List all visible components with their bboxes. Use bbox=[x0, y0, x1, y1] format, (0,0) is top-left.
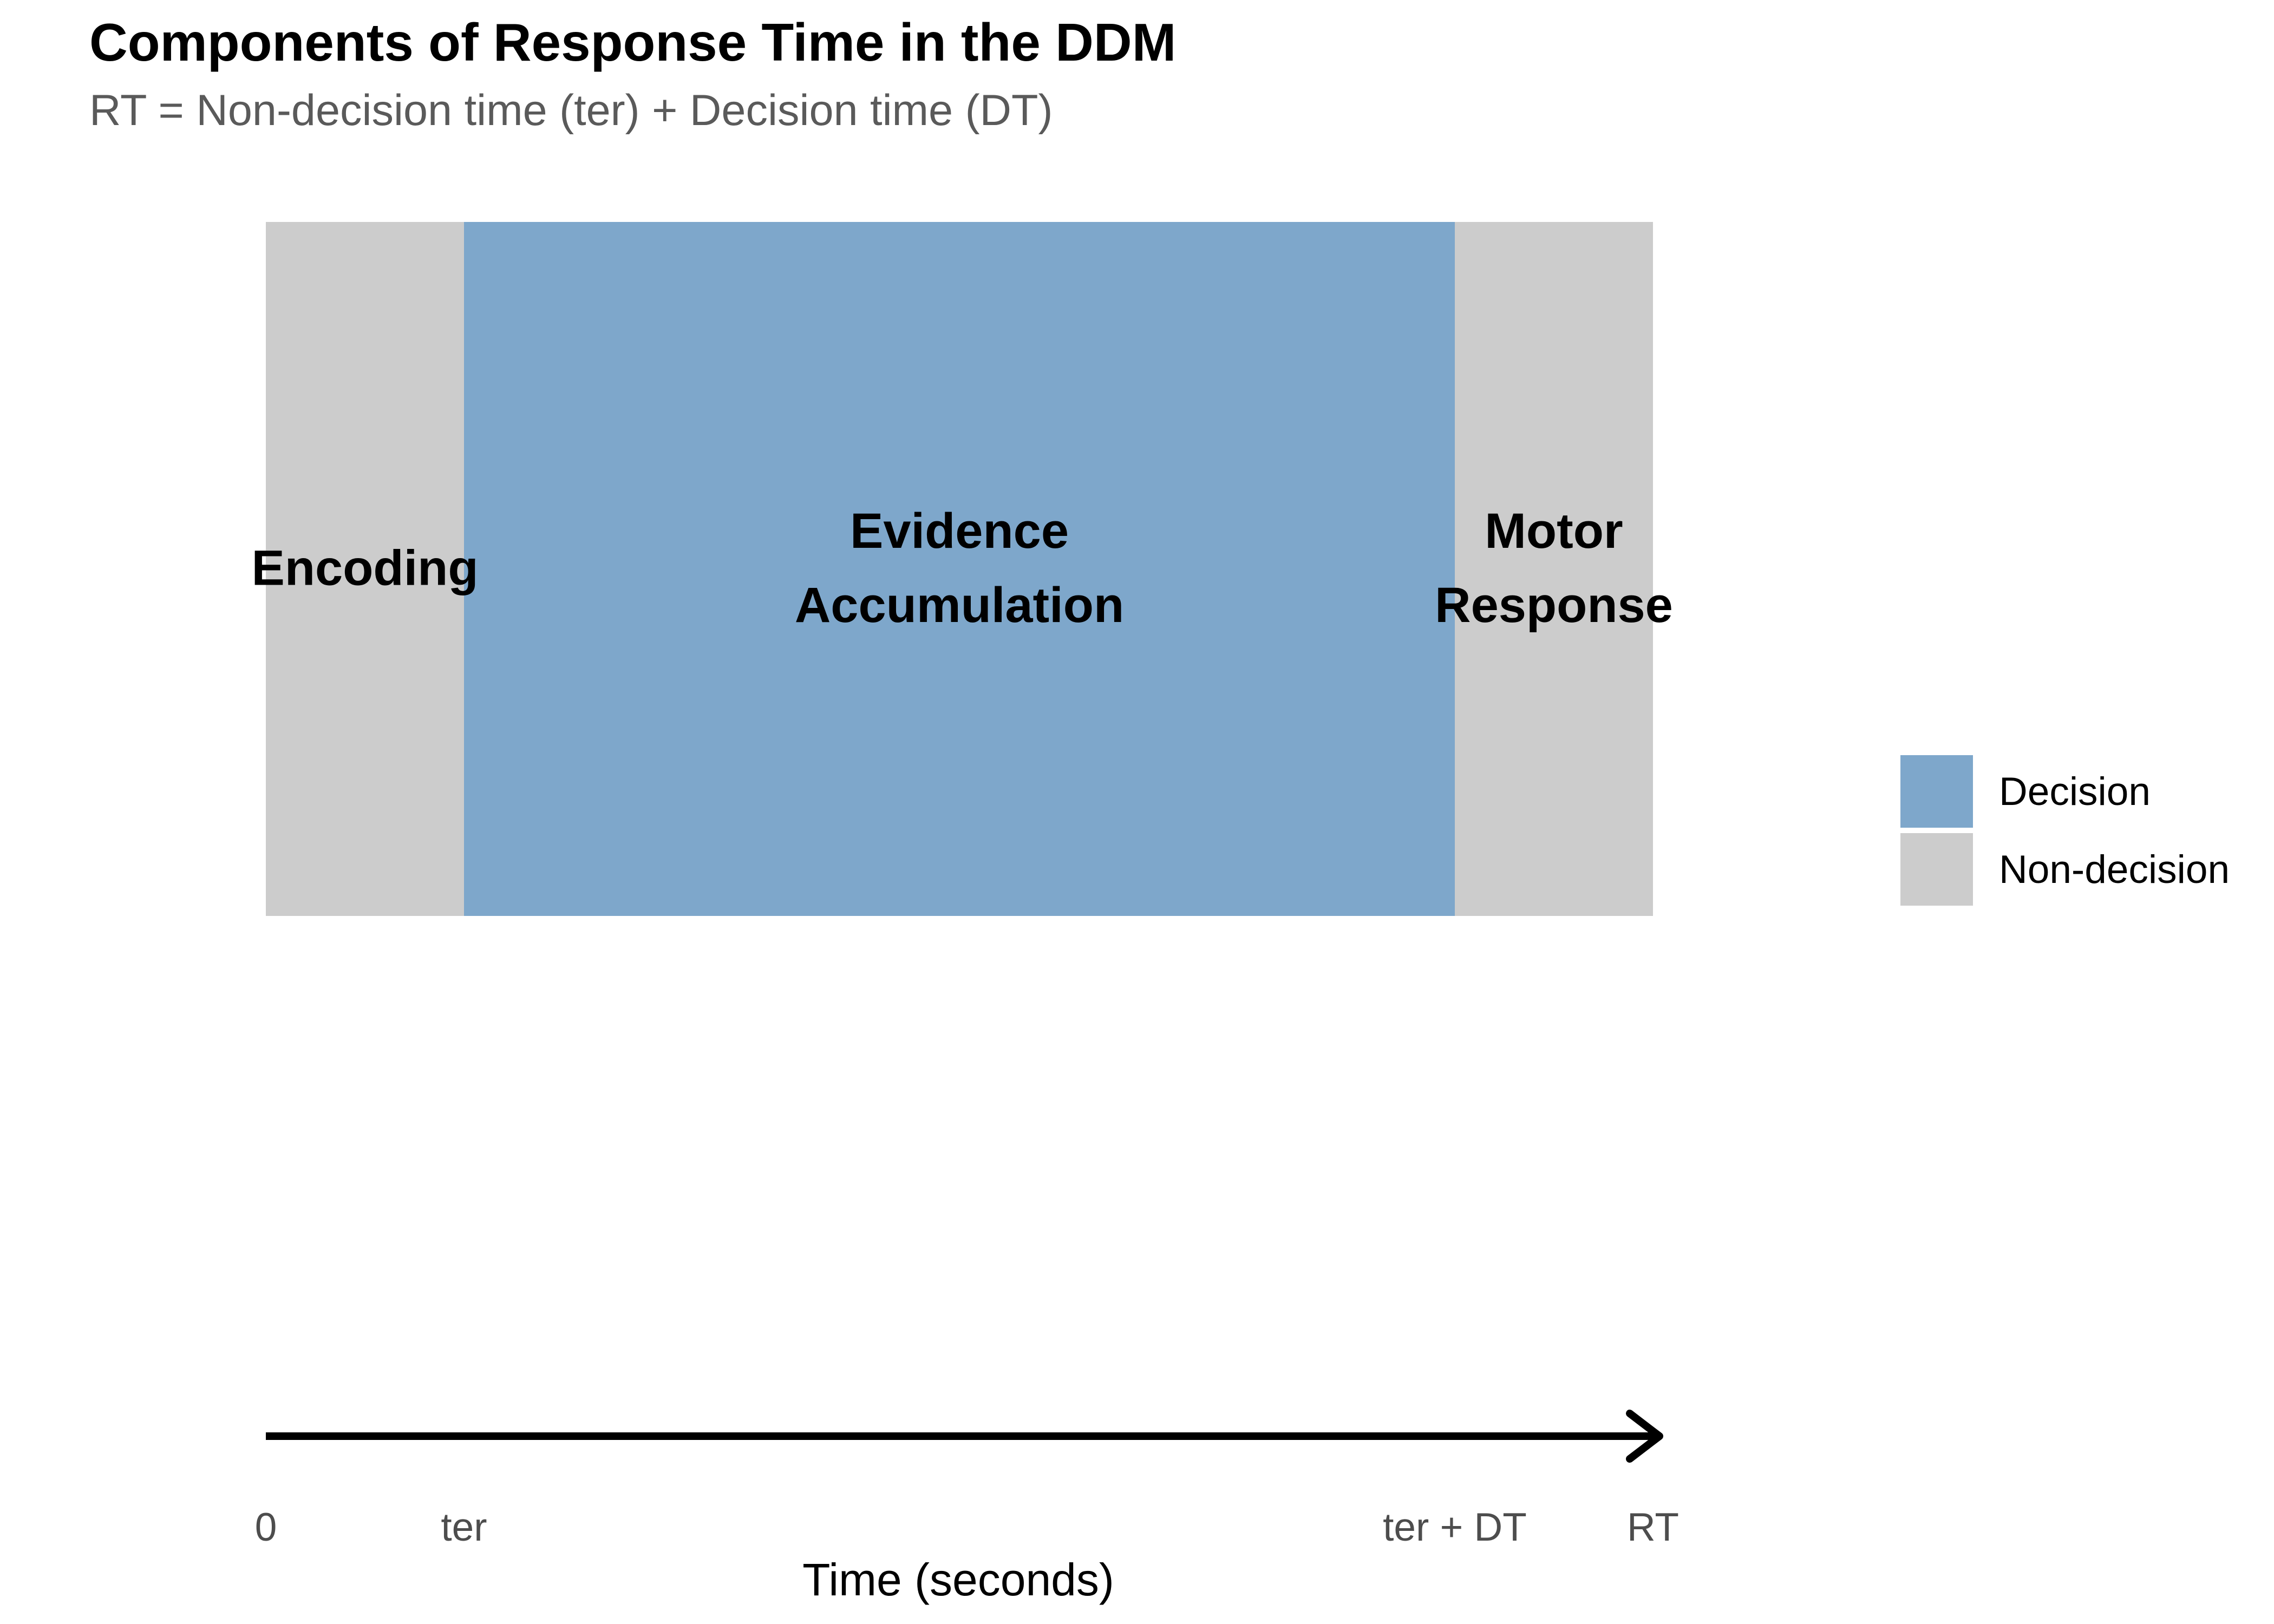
segment-label-line: Motor bbox=[1485, 503, 1623, 559]
legend-item-decision: Decision bbox=[1900, 752, 2230, 830]
legend-key-decision bbox=[1900, 755, 1973, 828]
page-subtitle: RT = Non-decision time (ter) + Decision … bbox=[89, 86, 1053, 135]
legend-item-non-decision: Non-decision bbox=[1900, 830, 2230, 908]
legend-label-decision: Decision bbox=[1999, 769, 2151, 814]
segment-label-line: Evidence bbox=[850, 503, 1069, 559]
legend-key-non-decision bbox=[1900, 833, 1973, 906]
x-axis-title: Time (seconds) bbox=[802, 1554, 1114, 1605]
segment-label-1: Evidence Accumulation bbox=[795, 494, 1124, 643]
page-title: Components of Response Time in the DDM bbox=[89, 12, 1177, 72]
segment-label-line: Encoding bbox=[251, 540, 479, 596]
time-axis-arrow bbox=[266, 1410, 1663, 1463]
segment-bar-2 bbox=[1455, 222, 1653, 916]
legend: Decision Non-decision bbox=[1900, 752, 2230, 908]
tick-label-2: ter + DT bbox=[1383, 1505, 1527, 1549]
tick-label-3: RT bbox=[1627, 1505, 1679, 1549]
segment-bar-0 bbox=[266, 222, 464, 916]
segment-label-0: Encoding bbox=[251, 532, 478, 606]
tick-label-1: ter bbox=[441, 1505, 487, 1549]
segment-label-2: Motor Response bbox=[1435, 494, 1673, 643]
segment-label-line: Accumulation bbox=[794, 578, 1125, 633]
legend-label-non-decision: Non-decision bbox=[1999, 847, 2230, 892]
segment-bar-1 bbox=[464, 222, 1455, 916]
segments-layer bbox=[266, 222, 1653, 916]
tick-label-0: 0 bbox=[254, 1505, 277, 1549]
axis-arrowhead bbox=[1626, 1410, 1663, 1463]
segment-label-line: Response bbox=[1435, 578, 1673, 633]
